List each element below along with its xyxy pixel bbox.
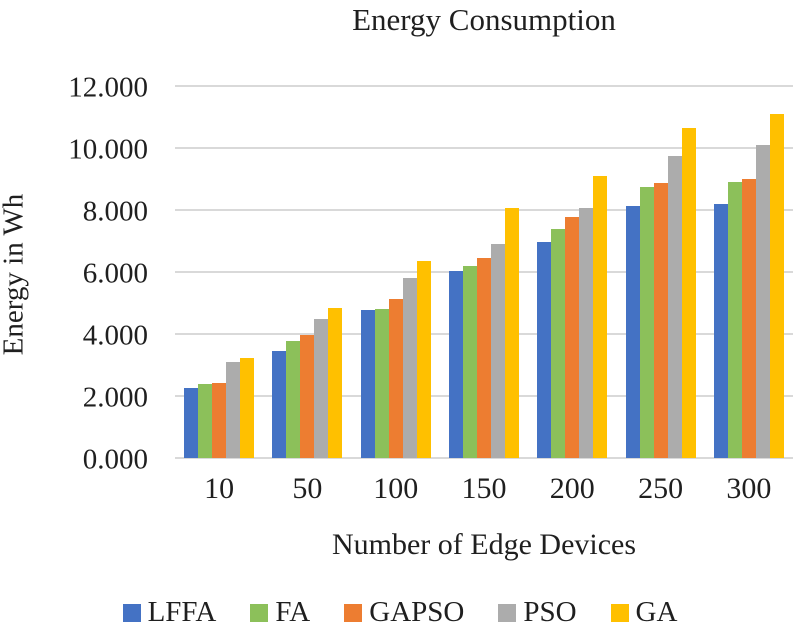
legend-item-FA: FA [250, 596, 310, 629]
bar-group-10 [175, 358, 263, 458]
bar-FA-50 [286, 341, 301, 458]
legend-item-LFFA: LFFA [122, 596, 217, 629]
bar-GAPSO-300 [741, 179, 756, 458]
bar-group-150 [440, 208, 528, 458]
bar-group-300 [705, 114, 793, 458]
bar-LFFA-250 [625, 206, 640, 458]
legend-swatch-icon [498, 603, 517, 622]
legend-swatch-icon [610, 603, 629, 622]
bar-FA-250 [639, 187, 654, 458]
y-tick-label: 6.000 [82, 257, 148, 290]
bar-GAPSO-250 [653, 183, 668, 458]
bar-GA-300 [769, 114, 784, 458]
legend-item-GA: GA [610, 596, 678, 629]
bar-GA-50 [328, 308, 343, 458]
y-axis-tick-labels: 0.000 2.000 4.000 6.000 8.000 10.000 12.000 [0, 72, 148, 476]
y-tick-label: 10.000 [68, 133, 148, 166]
x-tick-label-150: 150 [461, 472, 507, 505]
x-tick-label-250: 250 [638, 472, 684, 505]
bar-LFFA-200 [537, 242, 552, 458]
legend-item-PSO: PSO [498, 596, 577, 629]
gridline [175, 457, 793, 459]
bar-group-100 [352, 261, 440, 458]
x-axis-title: Number of Edge Devices [331, 528, 637, 561]
gridline [175, 209, 793, 211]
bar-GA-150 [504, 208, 519, 458]
legend-label: GAPSO [369, 596, 465, 628]
bar-FA-300 [727, 182, 742, 458]
bar-PSO-300 [755, 145, 770, 458]
bar-LFFA-150 [448, 271, 463, 458]
bar-FA-150 [462, 266, 477, 458]
legend-item-GAPSO: GAPSO [344, 596, 464, 629]
x-tick-label-300: 300 [726, 472, 772, 505]
y-tick-label: 12.000 [68, 71, 148, 104]
bar-group-50 [263, 308, 351, 458]
bar-GAPSO-150 [476, 258, 491, 458]
y-tick-label: 0.000 [82, 443, 148, 476]
bar-LFFA-50 [272, 351, 287, 458]
bar-PSO-100 [402, 278, 417, 458]
legend-label: FA [275, 596, 311, 628]
y-tick-label: 4.000 [82, 319, 148, 352]
x-tick-label-10: 10 [204, 472, 235, 505]
bar-GA-200 [593, 176, 608, 458]
bar-FA-10 [198, 384, 213, 458]
gridline [175, 147, 793, 149]
x-tick-label-50: 50 [292, 472, 323, 505]
bar-PSO-10 [226, 362, 241, 458]
legend-swatch-icon [250, 603, 269, 622]
legend-swatch-icon [122, 603, 141, 622]
y-tick-label: 2.000 [82, 381, 148, 414]
bar-LFFA-300 [713, 204, 728, 458]
chart-legend: LFFA FA GAPSO PSO GA [0, 596, 800, 629]
legend-label: GA [635, 596, 678, 628]
bar-FA-100 [374, 309, 389, 458]
bar-LFFA-100 [360, 310, 375, 458]
legend-label: LFFA [147, 596, 217, 628]
x-axis-tick-labels: 10 50 100 150 200 250 300 [175, 472, 793, 514]
bar-GA-10 [240, 358, 255, 458]
chart-title: Energy Consumption [352, 2, 616, 37]
y-tick-label: 8.000 [82, 195, 148, 228]
bar-FA-200 [551, 229, 566, 458]
bar-GAPSO-10 [212, 383, 227, 458]
bar-GA-250 [681, 128, 696, 458]
x-tick-label-100: 100 [373, 472, 419, 505]
bar-PSO-50 [314, 319, 329, 458]
plot-area [175, 85, 793, 459]
legend-swatch-icon [344, 603, 363, 622]
gridline [175, 85, 793, 87]
bar-GAPSO-100 [388, 299, 403, 458]
bar-group-250 [616, 128, 704, 458]
bar-group-200 [528, 176, 616, 458]
bar-LFFA-10 [184, 388, 199, 458]
x-tick-label-200: 200 [549, 472, 595, 505]
bar-PSO-250 [667, 156, 682, 458]
bar-GAPSO-50 [300, 335, 315, 458]
bar-GA-100 [416, 261, 431, 458]
bar-GAPSO-200 [565, 217, 580, 458]
legend-label: PSO [523, 596, 577, 628]
bar-PSO-200 [579, 208, 594, 458]
bar-PSO-150 [490, 244, 505, 458]
